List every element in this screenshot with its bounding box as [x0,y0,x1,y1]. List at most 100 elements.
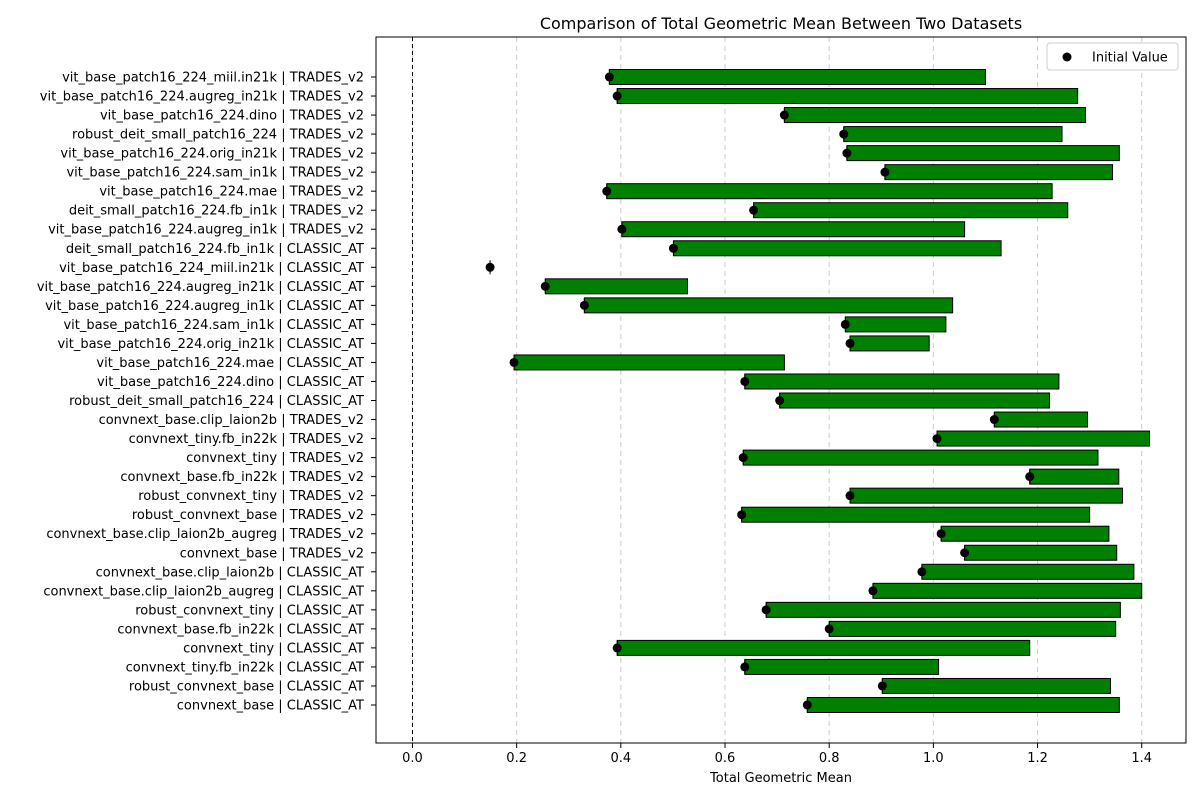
bar [744,658,940,675]
initial-value-point [936,529,946,539]
initial-value-point [842,148,852,158]
initial-value-point [802,700,812,710]
bar [544,278,688,295]
y-tick-label: convnext_tiny.fb_in22k | TRADES_v2 [129,432,364,447]
y-tick-label: vit_base_patch16_224.augreg_in21k | CLAS… [37,280,364,295]
y-tick-label: convnext_tiny.fb_in22k | CLASSIC_AT [126,660,364,675]
y-tick-label: convnext_base.clip_laion2b_augreg | TRAD… [46,527,364,542]
initial-value-point [845,338,855,348]
x-tick-label: 1.4 [1131,751,1152,766]
initial-value-point [824,624,834,634]
x-tick-label: 0.4 [610,751,631,766]
bar [849,487,1123,504]
initial-value-point [880,167,890,177]
bar [806,696,1120,713]
y-tick-label: convnext_base.fb_in22k | CLASSIC_AT [117,622,364,637]
bar [616,639,1031,656]
bar [672,240,1002,257]
bar [936,430,1151,447]
bar [921,563,1135,580]
y-tick-label: convnext_base | CLASSIC_AT [177,698,364,713]
bar [621,221,966,238]
initial-value-point [868,586,878,596]
initial-value-point [738,453,748,463]
initial-value-point [989,415,999,425]
initial-value-point [839,129,849,139]
bar [783,107,1086,124]
initial-value-point [845,491,855,501]
legend: Initial Value [1046,42,1179,71]
y-tick-label: vit_base_patch16_224_miil.in21k | CLASSI… [59,261,364,276]
x-tick-label: 1.2 [1027,751,1048,766]
y-tick-label: convnext_base.clip_laion2b | TRADES_v2 [99,413,364,428]
bar [940,525,1110,542]
bar-series [513,69,1151,713]
initial-value-point [509,357,519,367]
x-tick-label: 0.8 [819,751,840,766]
bar [872,582,1143,599]
y-tick-label: vit_base_patch16_224.sam_in1k | TRADES_v… [66,166,364,181]
initial-value-point [612,91,622,101]
bar [744,373,1060,390]
y-tick-label: vit_base_patch16_224.orig_in21k | CLASSI… [57,337,364,352]
y-tick-label: vit_base_patch16_224.mae | CLASSIC_AT [96,356,364,371]
bar [753,202,1069,219]
bar [884,164,1114,181]
y-tick-label: deit_small_patch16_224.fb_in1k | CLASSIC… [66,242,364,257]
bar [742,449,1099,466]
legend-box [1046,42,1179,71]
bar [849,335,930,352]
y-tick-label: vit_base_patch16_224_miil.in21k | TRADES… [62,71,364,86]
bar [741,506,1091,523]
y-tick-label: vit_base_patch16_224.dino | TRADES_v2 [100,109,364,124]
initial-value-point [779,110,789,120]
y-tick-label: vit_base_patch16_224.sam_in1k | CLASSIC_… [63,318,364,333]
initial-value-point [540,281,550,291]
y-tick-label: deit_small_patch16_224.fb_in1k | TRADES_… [69,204,364,219]
grid-lines [411,37,1143,743]
y-tick-label: vit_base_patch16_224.augreg_in1k | CLASS… [45,299,364,314]
y-tick-label: vit_base_patch16_224.dino | CLASSIC_AT [97,375,364,390]
bar [616,88,1079,105]
initial-value-markers [485,70,1035,712]
initial-value-point [917,567,927,577]
y-tick-label: convnext_tiny | CLASSIC_AT [183,641,364,656]
initial-value-point [749,205,759,215]
initial-value-point [932,434,942,444]
bar [765,601,1121,618]
y-tick-label: robust_deit_small_patch16_224 | CLASSIC_… [69,394,364,409]
y-tick-label: convnext_base.clip_laion2b_augreg | CLAS… [43,584,364,599]
y-tick-label: robust_deit_small_patch16_224 | TRADES_v… [72,128,364,143]
x-tick-labels: 0.0 0.2 0.4 0.6 0.8 1.0 1.2 1.4 [402,743,1152,766]
bar [779,392,1051,409]
y-tick-label: convnext_base.fb_in22k | TRADES_v2 [120,470,364,485]
x-tick-label: 0.2 [506,751,527,766]
initial-value-point [775,396,785,406]
y-tick-label: robust_convnext_tiny | CLASSIC_AT [135,603,364,618]
y-tick-label: convnext_base | TRADES_v2 [180,546,364,561]
y-tick-label: convnext_base.clip_laion2b | CLASSIC_AT [96,565,364,580]
initial-value-point [604,72,614,82]
legend-marker-icon [1062,52,1072,62]
initial-value-point [740,376,750,386]
bar [1029,468,1120,485]
initial-value-point [579,300,589,310]
y-tick-label: robust_convnext_base | CLASSIC_AT [129,679,364,694]
bar [844,316,947,333]
initial-value-point [1025,472,1035,482]
bar [846,145,1120,162]
bar [513,354,785,371]
legend-label-initial-value: Initial Value [1092,51,1168,66]
y-tick-labels: vit_base_patch16_224_miil.in21k | TRADES… [37,71,376,713]
initial-value-point [877,681,887,691]
y-tick-label: vit_base_patch16_224.mae | TRADES_v2 [99,185,364,200]
initial-value-point [485,262,495,272]
x-axis-title: Total Geometric Mean [709,771,852,786]
y-tick-label: vit_base_patch16_224.orig_in21k | TRADES… [60,147,364,162]
initial-value-point [668,243,678,253]
bar [964,544,1118,561]
initial-value-point [737,510,747,520]
x-tick-label: 0.0 [402,751,423,766]
